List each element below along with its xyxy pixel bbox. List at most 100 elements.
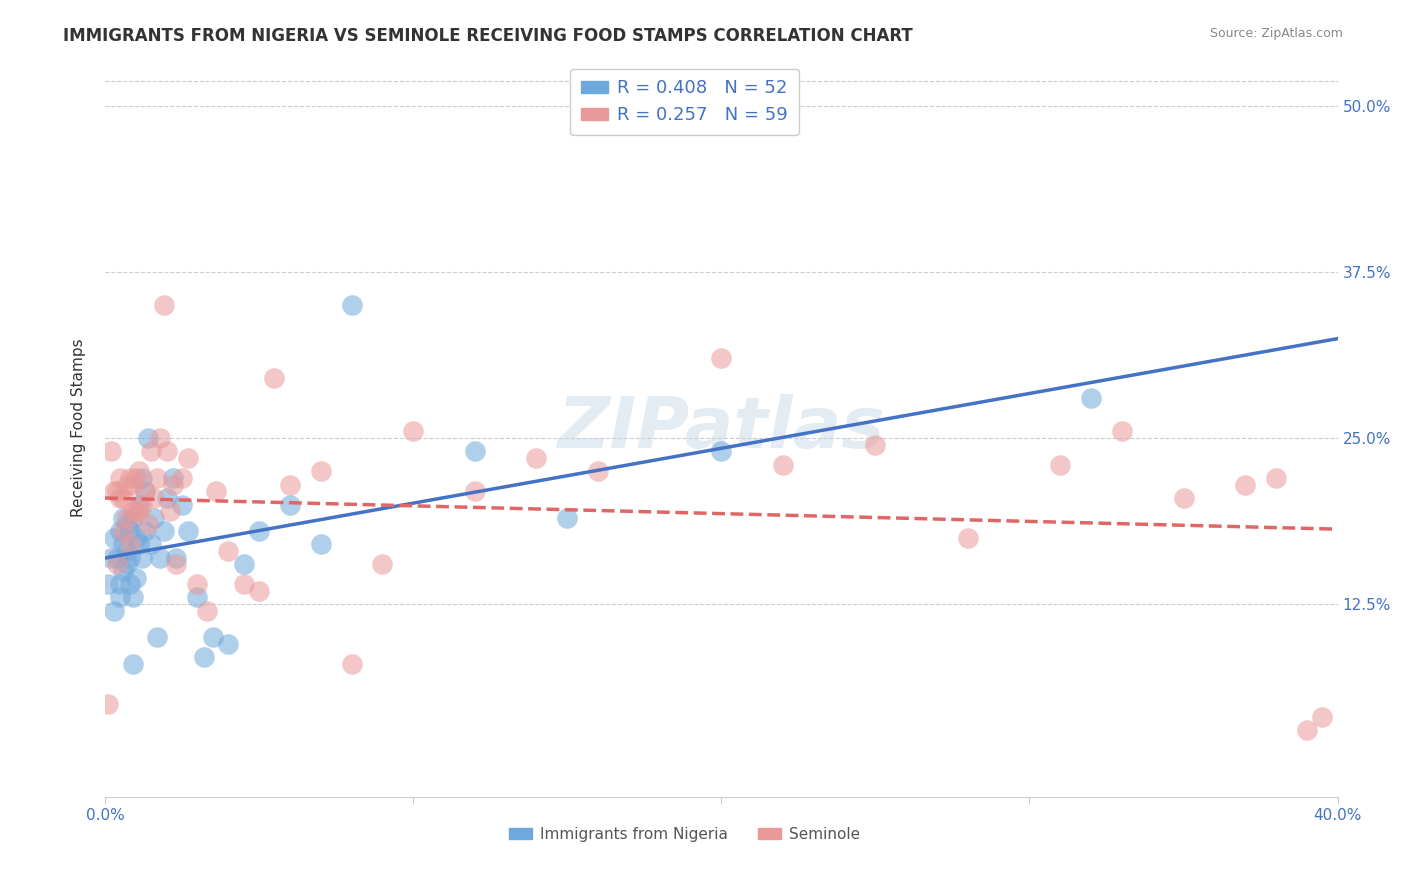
Point bbox=[146, 630, 169, 644]
Point bbox=[309, 464, 332, 478]
Point bbox=[165, 550, 187, 565]
Point bbox=[131, 498, 153, 512]
Point bbox=[1310, 710, 1333, 724]
Point bbox=[141, 537, 163, 551]
Point bbox=[110, 471, 132, 485]
Point bbox=[110, 491, 132, 505]
Point bbox=[1080, 391, 1102, 405]
Point bbox=[143, 491, 166, 505]
Point bbox=[186, 591, 208, 605]
Point bbox=[1265, 471, 1288, 485]
Point bbox=[186, 577, 208, 591]
Point bbox=[105, 558, 128, 572]
Text: ZIPatlas: ZIPatlas bbox=[558, 393, 884, 463]
Point bbox=[112, 510, 135, 524]
Point bbox=[118, 550, 141, 565]
Point bbox=[309, 537, 332, 551]
Point bbox=[865, 438, 887, 452]
Point bbox=[278, 477, 301, 491]
Point bbox=[115, 510, 138, 524]
Point bbox=[125, 504, 148, 518]
Point bbox=[115, 517, 138, 532]
Point bbox=[112, 537, 135, 551]
Point bbox=[110, 577, 132, 591]
Point bbox=[232, 577, 254, 591]
Point bbox=[125, 471, 148, 485]
Point bbox=[125, 570, 148, 584]
Point bbox=[1234, 477, 1257, 491]
Point bbox=[115, 477, 138, 491]
Point bbox=[195, 604, 218, 618]
Point bbox=[125, 531, 148, 545]
Point bbox=[232, 558, 254, 572]
Point bbox=[170, 471, 193, 485]
Point bbox=[772, 458, 794, 472]
Point bbox=[118, 577, 141, 591]
Point bbox=[710, 444, 733, 458]
Point bbox=[128, 504, 150, 518]
Point bbox=[112, 524, 135, 538]
Point bbox=[103, 484, 125, 499]
Point bbox=[136, 517, 159, 532]
Text: Source: ZipAtlas.com: Source: ZipAtlas.com bbox=[1209, 27, 1343, 40]
Point bbox=[956, 531, 979, 545]
Point bbox=[555, 510, 578, 524]
Point bbox=[152, 524, 174, 538]
Point bbox=[121, 504, 143, 518]
Point bbox=[128, 498, 150, 512]
Point bbox=[1111, 425, 1133, 439]
Point bbox=[159, 504, 181, 518]
Point bbox=[193, 650, 215, 665]
Point bbox=[170, 498, 193, 512]
Point bbox=[402, 425, 425, 439]
Point bbox=[278, 498, 301, 512]
Point bbox=[1173, 491, 1195, 505]
Point bbox=[526, 450, 548, 465]
Point bbox=[217, 637, 239, 651]
Point bbox=[115, 544, 138, 558]
Point bbox=[121, 510, 143, 524]
Point bbox=[371, 558, 394, 572]
Point bbox=[131, 550, 153, 565]
Point bbox=[103, 531, 125, 545]
Point bbox=[177, 524, 200, 538]
Point bbox=[201, 630, 224, 644]
Point bbox=[247, 524, 270, 538]
Point bbox=[165, 558, 187, 572]
Point bbox=[134, 524, 156, 538]
Point bbox=[152, 298, 174, 312]
Point bbox=[586, 464, 609, 478]
Point bbox=[97, 697, 120, 711]
Point bbox=[177, 450, 200, 465]
Point bbox=[156, 444, 179, 458]
Point bbox=[205, 484, 228, 499]
Point bbox=[128, 464, 150, 478]
Point bbox=[464, 484, 486, 499]
Point bbox=[112, 491, 135, 505]
Point bbox=[162, 471, 184, 485]
Point bbox=[134, 484, 156, 499]
Legend: R = 0.408   N = 52, R = 0.257   N = 59: R = 0.408 N = 52, R = 0.257 N = 59 bbox=[569, 69, 799, 136]
Point bbox=[110, 524, 132, 538]
Point bbox=[128, 537, 150, 551]
Point bbox=[340, 298, 363, 312]
Point bbox=[149, 550, 172, 565]
Point bbox=[162, 477, 184, 491]
Point bbox=[100, 444, 122, 458]
Point bbox=[105, 484, 128, 499]
Point bbox=[97, 577, 120, 591]
Point bbox=[134, 484, 156, 499]
Point bbox=[136, 431, 159, 445]
Point bbox=[247, 583, 270, 598]
Point bbox=[143, 510, 166, 524]
Point bbox=[118, 537, 141, 551]
Point bbox=[710, 351, 733, 366]
Point bbox=[217, 544, 239, 558]
Point bbox=[156, 491, 179, 505]
Point bbox=[1295, 723, 1317, 738]
Point bbox=[100, 550, 122, 565]
Point bbox=[118, 524, 141, 538]
Point bbox=[115, 558, 138, 572]
Point bbox=[121, 591, 143, 605]
Point bbox=[110, 591, 132, 605]
